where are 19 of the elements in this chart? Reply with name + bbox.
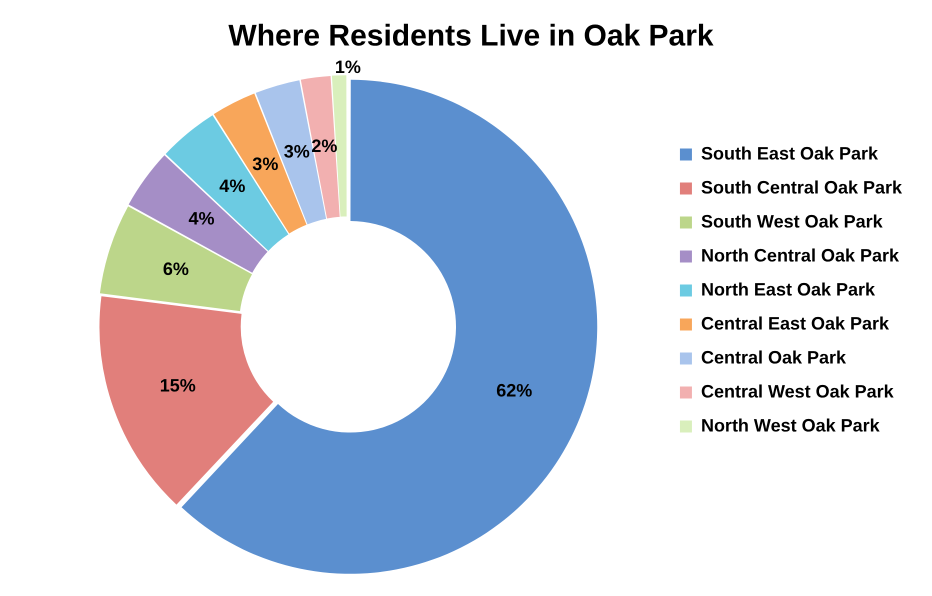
- data-label: 3%: [252, 154, 278, 174]
- legend-label: Central East Oak Park: [700, 313, 890, 334]
- data-label: 3%: [284, 142, 310, 162]
- legend-label: North Central Oak Park: [700, 245, 900, 266]
- legend-label: South Central Oak Park: [700, 177, 903, 198]
- legend-label: Central Oak Park: [700, 347, 848, 368]
- data-label: 1%: [334, 57, 361, 78]
- legend-label: Central West Oak Park: [700, 381, 895, 402]
- data-label: 2%: [311, 136, 338, 156]
- data-label: 4%: [188, 208, 214, 229]
- data-label: 4%: [219, 176, 246, 196]
- data-label: 6%: [162, 258, 189, 279]
- data-label: 15%: [160, 375, 196, 396]
- legend-label: North West Oak Park: [700, 415, 881, 436]
- legend-label: South East Oak Park: [700, 143, 879, 164]
- data-label: 62%: [496, 380, 532, 401]
- legend-label: South West Oak Park: [700, 211, 884, 232]
- chart-title: Where Residents Live in Oak Park: [228, 19, 714, 52]
- legend-label: North East Oak Park: [700, 279, 876, 300]
